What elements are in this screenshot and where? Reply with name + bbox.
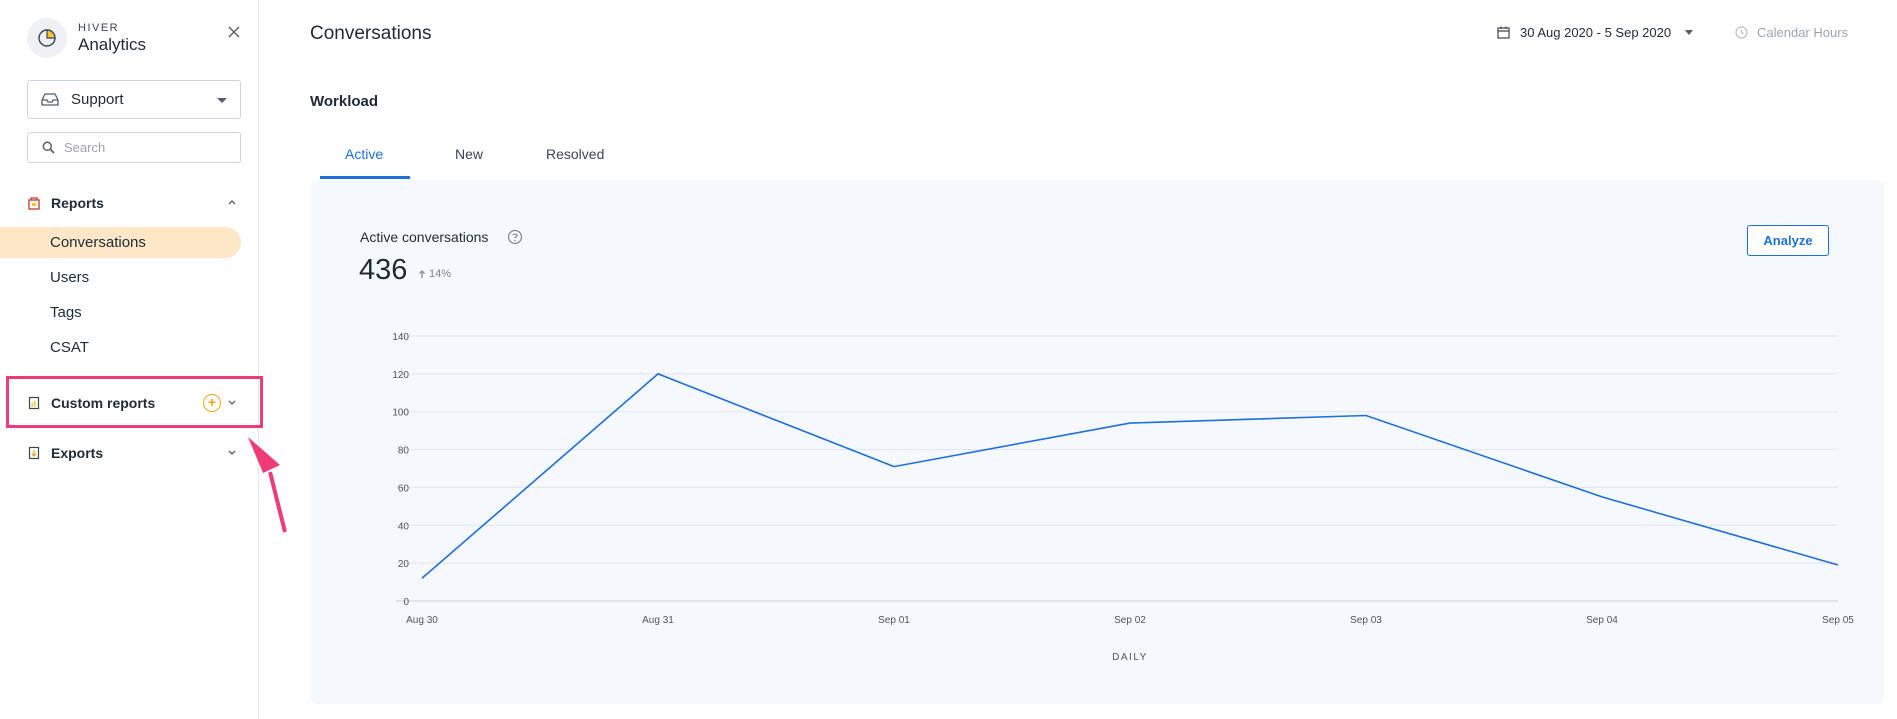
y-tick-label: 80	[398, 446, 410, 457]
series-line	[421, 372, 1839, 579]
search-box	[27, 132, 241, 163]
brand-title: Analytics	[78, 34, 147, 54]
date-range-picker[interactable]: 30 Aug 2020 - 5 Sep 2020	[1497, 25, 1694, 40]
add-custom-report-button[interactable]: +	[203, 394, 221, 412]
sidebar-item-csat[interactable]: CSAT	[50, 339, 89, 356]
x-tick-label: Aug 30	[406, 615, 438, 626]
page-title: Conversations	[310, 23, 432, 44]
analyze-button[interactable]: Analyze	[1747, 225, 1829, 256]
x-tick-label: Sep 01	[878, 615, 910, 626]
y-tick-label: 60	[398, 483, 410, 494]
x-tick-label: Sep 02	[1114, 615, 1146, 626]
x-tick-label: Sep 05	[1822, 615, 1854, 626]
chevron-down-icon	[228, 450, 236, 455]
inbox-icon	[41, 93, 59, 106]
metric-title: Active conversations	[360, 229, 489, 245]
close-icon[interactable]	[226, 24, 242, 40]
exports-section-header[interactable]: Exports	[27, 441, 241, 465]
exports-label: Exports	[51, 445, 104, 461]
date-range-label: 30 Aug 2020 - 5 Sep 2020	[1520, 25, 1672, 40]
annotation-arrow-icon	[248, 437, 287, 533]
custom-reports-highlight	[6, 376, 263, 428]
y-tick-label: 40	[398, 521, 410, 532]
chevron-up-icon	[228, 200, 236, 205]
exports-icon	[28, 446, 40, 460]
chevron-down-icon	[228, 400, 236, 405]
metric-value: 436	[359, 254, 408, 286]
tab-active[interactable]: Active	[345, 146, 384, 162]
inbox-select-label: Support	[71, 91, 124, 108]
arrow-up-icon	[419, 270, 425, 278]
y-tick-label: 120	[392, 370, 409, 381]
reports-icon	[28, 197, 40, 210]
y-tick-label: 140	[392, 332, 409, 343]
custom-reports-label: Custom reports	[51, 395, 156, 411]
search-input[interactable]	[64, 140, 224, 155]
active-tab-indicator	[320, 176, 410, 179]
custom-reports-icon	[28, 396, 40, 410]
calendar-hours-label: Calendar Hours	[1757, 25, 1849, 40]
sidebar: HIVER Analytics Support Reports Conversa…	[0, 0, 263, 719]
chart-panel	[311, 180, 1884, 704]
workload-heading: Workload	[310, 93, 379, 110]
y-tick-label: 0	[403, 597, 409, 608]
search-icon	[42, 141, 55, 154]
reports-label: Reports	[51, 195, 104, 211]
clock-icon	[1735, 26, 1748, 39]
x-tick-label: Aug 31	[642, 615, 674, 626]
chevron-down-icon	[1685, 30, 1694, 35]
x-axis-label: DAILY	[1112, 652, 1148, 663]
help-icon[interactable]	[507, 229, 523, 245]
y-tick-label: 100	[392, 408, 409, 419]
sidebar-item-tags[interactable]: Tags	[50, 304, 82, 321]
brand: HIVER Analytics	[27, 18, 146, 58]
metric-delta: 14%	[418, 268, 451, 280]
calendar-hours-toggle[interactable]: Calendar Hours	[1735, 25, 1848, 40]
inbox-select[interactable]: Support	[27, 80, 241, 119]
x-tick-label: Sep 04	[1586, 615, 1618, 626]
chevron-down-icon	[217, 98, 227, 103]
sidebar-item-conversations[interactable]: Conversations	[0, 227, 241, 258]
tab-new[interactable]: New	[455, 146, 484, 162]
calendar-icon	[1497, 26, 1510, 39]
tab-resolved[interactable]: Resolved	[546, 146, 605, 162]
reports-section-header[interactable]: Reports	[27, 191, 241, 215]
brand-sub: HIVER	[78, 21, 120, 34]
y-tick-label: 20	[398, 559, 410, 570]
analytics-logo-icon	[27, 18, 67, 58]
metric-delta-value: 14%	[429, 268, 452, 280]
x-tick-label: Sep 03	[1350, 615, 1382, 626]
sidebar-item-users[interactable]: Users	[50, 269, 90, 286]
custom-reports-section-header[interactable]: Custom reports	[27, 391, 241, 415]
